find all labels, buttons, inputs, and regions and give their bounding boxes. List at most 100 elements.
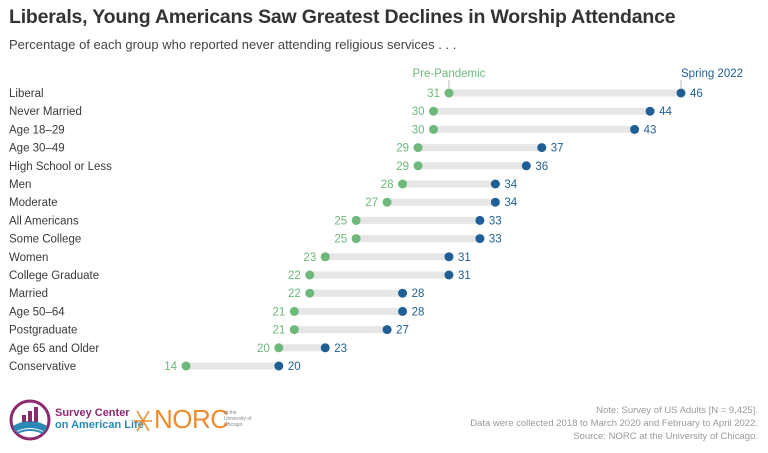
row-label: Women bbox=[9, 252, 48, 264]
pre-pandemic-label: 21 bbox=[272, 306, 285, 318]
spring-2022-label: 34 bbox=[504, 179, 517, 191]
spring-2022-dot bbox=[490, 197, 500, 207]
logo-line-2: on American Life bbox=[55, 419, 144, 431]
pre-pandemic-label: 29 bbox=[396, 161, 409, 173]
spring-2022-dot bbox=[320, 343, 330, 353]
dumbbell-chart: Pre-Pandemic Spring 2022 Liberal 31 46 Never… bbox=[9, 68, 743, 373]
spring-2022-dot bbox=[398, 288, 408, 298]
row-label: Postgraduate bbox=[9, 325, 77, 337]
norc-sub-line: Chicago bbox=[224, 422, 243, 428]
spring-2022-dot bbox=[382, 325, 392, 335]
spring-2022-dot bbox=[398, 306, 408, 316]
chart-row: Age 18–29 30 43 bbox=[9, 124, 656, 136]
spring-2022-label: 31 bbox=[458, 252, 471, 264]
spring-2022-label: 28 bbox=[412, 306, 425, 318]
spring-2022-label: 36 bbox=[535, 161, 548, 173]
chart-row: Liberal 31 46 bbox=[9, 88, 703, 100]
chart-row: College Graduate 22 31 bbox=[9, 270, 471, 282]
pre-pandemic-dot bbox=[444, 88, 454, 98]
spring-2022-label: 43 bbox=[644, 124, 657, 136]
row-label: Moderate bbox=[9, 197, 58, 209]
logo-line-1: Survey Center bbox=[55, 407, 130, 419]
row-label: Age 30–49 bbox=[9, 143, 65, 155]
pre-pandemic-label: 23 bbox=[303, 252, 316, 264]
row-label: Married bbox=[9, 288, 48, 300]
pre-pandemic-dot bbox=[398, 179, 408, 189]
pre-pandemic-label: 31 bbox=[427, 88, 440, 100]
spring-2022-label: 33 bbox=[489, 234, 502, 246]
row-label: College Graduate bbox=[9, 270, 99, 282]
norc-star-icon bbox=[134, 410, 152, 432]
note-line: Source: NORC at the University of Chicag… bbox=[573, 431, 758, 442]
spring-2022-dot bbox=[274, 361, 284, 371]
pre-pandemic-dot bbox=[382, 197, 392, 207]
chart-rows: Liberal 31 46 Never Married 30 44 Age 18–29 30 4… bbox=[9, 88, 703, 373]
chart-row: Age 50–64 21 28 bbox=[9, 306, 424, 318]
row-label: All Americans bbox=[9, 215, 79, 227]
pre-pandemic-label: 22 bbox=[288, 270, 301, 282]
spring-2022-label: 20 bbox=[288, 361, 301, 373]
norc-subtext: at the University of Chicago bbox=[224, 410, 252, 428]
pre-pandemic-dot bbox=[413, 161, 423, 171]
chart-row: Married 22 28 bbox=[9, 288, 424, 300]
spring-2022-label: 46 bbox=[690, 88, 703, 100]
pre-pandemic-dot bbox=[274, 343, 284, 353]
survey-center-emblem-icon bbox=[9, 399, 51, 441]
note-line: Data were collected 2018 to March 2020 a… bbox=[470, 418, 758, 429]
chart-row: High School or Less 29 36 bbox=[9, 161, 548, 173]
spring-2022-label: 34 bbox=[504, 197, 517, 209]
pre-pandemic-label: 21 bbox=[272, 325, 285, 337]
pre-pandemic-dot bbox=[320, 252, 330, 262]
row-label: Liberal bbox=[9, 88, 44, 100]
norc-logo: NORC at the University of Chicago bbox=[132, 404, 272, 439]
note-line: Note: Survey of US Adults [N = 9,425]. bbox=[596, 405, 758, 416]
spring-2022-label: 33 bbox=[489, 215, 502, 227]
row-label: Some College bbox=[9, 234, 81, 246]
spring-2022-dot bbox=[444, 252, 454, 262]
pre-pandemic-dot bbox=[413, 143, 423, 153]
legend-pre-pandemic: Pre-Pandemic bbox=[413, 68, 486, 80]
footer-note: Note: Survey of US Adults [N = 9,425]. D… bbox=[470, 404, 758, 443]
pre-pandemic-label: 20 bbox=[257, 343, 270, 355]
row-label: Conservative bbox=[9, 361, 76, 373]
pre-pandemic-label: 25 bbox=[334, 215, 347, 227]
pre-pandemic-label: 28 bbox=[381, 179, 394, 191]
spring-2022-label: 37 bbox=[551, 143, 564, 155]
pre-pandemic-dot bbox=[289, 306, 299, 316]
row-label: Age 18–29 bbox=[9, 124, 65, 136]
chart-row: Men 28 34 bbox=[9, 179, 518, 191]
survey-center-logo: Survey Center on American Life bbox=[8, 398, 144, 443]
row-label: Age 50–64 bbox=[9, 306, 65, 318]
pre-pandemic-dot bbox=[289, 325, 299, 335]
spring-2022-dot bbox=[521, 161, 531, 171]
pre-pandemic-label: 30 bbox=[412, 124, 425, 136]
spring-2022-label: 28 bbox=[412, 288, 425, 300]
norc-sub-line: at the bbox=[224, 410, 237, 416]
pre-pandemic-label: 22 bbox=[288, 288, 301, 300]
row-label: High School or Less bbox=[9, 161, 112, 173]
chart-row: Age 30–49 29 37 bbox=[9, 143, 564, 155]
legend-spring-2022: Spring 2022 bbox=[681, 68, 743, 80]
pre-pandemic-dot bbox=[429, 106, 438, 116]
pre-pandemic-label: 27 bbox=[365, 197, 378, 209]
chart-title: Liberals, Young Americans Saw Greatest D… bbox=[9, 6, 676, 28]
row-label: Men bbox=[9, 179, 31, 191]
chart-row: Moderate 27 34 bbox=[9, 197, 518, 209]
pre-pandemic-label: 30 bbox=[412, 106, 425, 118]
spring-2022-dot bbox=[475, 234, 485, 244]
norc-wordmark: NORC bbox=[154, 404, 229, 434]
row-label: Never Married bbox=[9, 106, 82, 118]
chart-row: Age 65 and Older 20 23 bbox=[9, 343, 347, 355]
pre-pandemic-dot bbox=[429, 124, 438, 134]
pre-pandemic-label: 29 bbox=[396, 143, 409, 155]
spring-2022-label: 23 bbox=[334, 343, 347, 355]
chart-row: Some College 25 33 bbox=[9, 234, 502, 246]
spring-2022-dot bbox=[475, 215, 485, 225]
pre-pandemic-label: 25 bbox=[334, 234, 347, 246]
row-label: Age 65 and Older bbox=[9, 343, 99, 355]
pre-pandemic-dot bbox=[181, 361, 191, 371]
pre-pandemic-dot bbox=[351, 234, 361, 244]
norc-sub-line: University of bbox=[224, 416, 252, 422]
chart-row: Postgraduate 21 27 bbox=[9, 325, 409, 337]
pre-pandemic-label: 14 bbox=[164, 361, 177, 373]
